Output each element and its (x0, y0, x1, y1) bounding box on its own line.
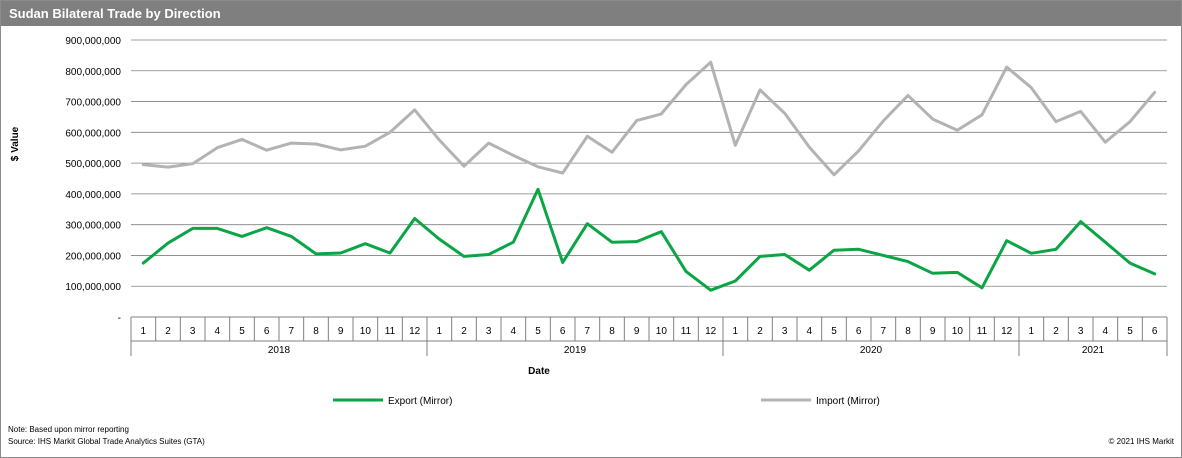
x-year-label: 2018 (268, 345, 291, 356)
x-month-label: 2 (461, 326, 467, 337)
x-month-label: 8 (905, 326, 911, 337)
x-month-label: 3 (1078, 326, 1084, 337)
x-month-label: 1 (733, 326, 739, 337)
x-year-label: 2019 (564, 345, 587, 356)
legend-label: Import (Mirror) (816, 396, 880, 407)
y-tick-label: 500,000,000 (65, 159, 121, 170)
x-month-label: 5 (1127, 326, 1133, 337)
x-month-label: 1 (141, 326, 147, 337)
y-tick-label: 800,000,000 (65, 67, 121, 78)
x-month-label: 6 (264, 326, 270, 337)
x-month-label: 10 (952, 326, 964, 337)
x-month-label: 11 (977, 326, 988, 337)
y-tick-label: 700,000,000 (65, 98, 121, 109)
x-month-label: 5 (535, 326, 541, 337)
x-month-label: 11 (385, 326, 396, 337)
x-month-label: 7 (289, 326, 295, 337)
x-month-label: 10 (360, 326, 372, 337)
x-month-label: 7 (585, 326, 591, 337)
x-month-label: 1 (437, 326, 443, 337)
x-month-label: 8 (313, 326, 319, 337)
x-month-label: 6 (856, 326, 862, 337)
y-tick-label: 200,000,000 (65, 251, 121, 262)
x-month-label: 4 (807, 326, 813, 337)
x-month-label: 10 (656, 326, 668, 337)
x-month-label: 2 (757, 326, 763, 337)
chart-title: Sudan Bilateral Trade by Direction (9, 6, 221, 21)
x-month-label: 3 (782, 326, 788, 337)
x-month-label: 12 (705, 326, 717, 337)
x-month-label: 9 (930, 326, 936, 337)
copyright: © 2021 IHS Markit (1108, 437, 1174, 446)
x-axis-title: Date (528, 366, 550, 377)
x-month-label: 6 (560, 326, 566, 337)
x-month-label: 4 (1103, 326, 1109, 337)
x-month-label: 9 (338, 326, 344, 337)
footnote-note: Note: Based upon mirror reporting (8, 425, 129, 434)
x-month-label: 12 (1001, 326, 1013, 337)
legend-label: Export (Mirror) (388, 396, 452, 407)
x-month-label: 8 (609, 326, 615, 337)
x-month-label: 5 (831, 326, 837, 337)
x-month-label: 4 (215, 326, 221, 337)
x-month-label: 3 (190, 326, 196, 337)
series-line-import (141, 60, 1157, 177)
y-tick-label: 100,000,000 (65, 282, 121, 293)
y-tick-label: - (118, 313, 121, 324)
x-month-label: 7 (881, 326, 887, 337)
x-month-label: 4 (511, 326, 517, 337)
x-month-label: 12 (409, 326, 421, 337)
y-tick-label: 300,000,000 (65, 221, 121, 232)
y-axis-title: $ Value (10, 126, 21, 161)
x-month-label: 9 (634, 326, 640, 337)
y-tick-label: 900,000,000 (65, 36, 121, 47)
x-month-label: 2 (1053, 326, 1059, 337)
title-bar: Sudan Bilateral Trade by Direction (1, 1, 1181, 26)
x-year-label: 2021 (1082, 345, 1105, 356)
series-line-export (141, 187, 1157, 292)
x-month-label: 6 (1152, 326, 1158, 337)
x-month-label: 5 (239, 326, 245, 337)
x-year-label: 2020 (860, 345, 883, 356)
x-month-label: 3 (486, 326, 492, 337)
y-tick-label: 600,000,000 (65, 128, 121, 139)
y-tick-label: 400,000,000 (65, 190, 121, 201)
x-month-label: 2 (165, 326, 171, 337)
x-month-label: 11 (681, 326, 692, 337)
footnote-source: Source: IHS Markit Global Trade Analytic… (8, 437, 205, 446)
x-month-label: 1 (1029, 326, 1035, 337)
